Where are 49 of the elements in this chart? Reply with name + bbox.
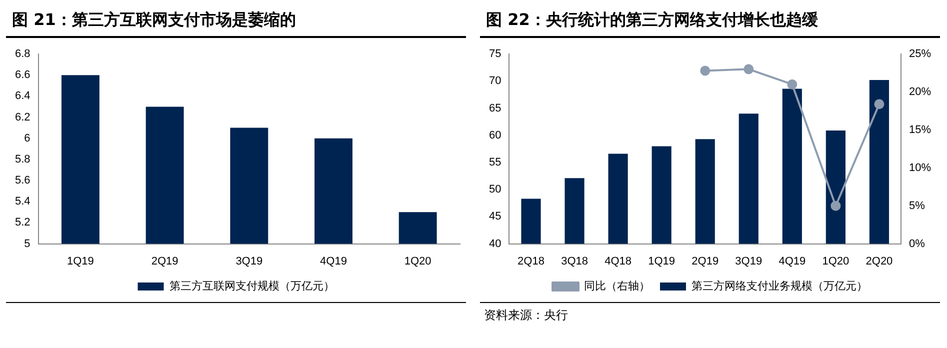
y2-tick-label: 0% xyxy=(908,238,926,250)
y-tick-label: 5 xyxy=(24,238,30,250)
point xyxy=(744,64,754,74)
chart-title: 图 22：央行统计的第三方网络支付增长也趋缓 xyxy=(480,4,940,38)
legend-label: 同比（右轴） xyxy=(584,280,650,293)
x-tick-label: 1Q20 xyxy=(404,255,432,268)
y2-tick-label: 5% xyxy=(908,200,926,212)
x-tick-label: 3Q18 xyxy=(561,255,588,268)
x-tick-label: 1Q19 xyxy=(67,255,94,268)
y-tick-label: 40 xyxy=(488,238,502,250)
y-tick-label: 50 xyxy=(488,184,502,196)
y-tick-label: 45 xyxy=(488,210,502,223)
y2-tick-label: 20% xyxy=(908,86,932,98)
x-tick-label: 2Q20 xyxy=(866,255,893,268)
legend-label: 第三方互联网支付规模（万亿元） xyxy=(169,280,334,293)
y2-tick-label: 25% xyxy=(908,48,932,60)
y-tick-label: 5.2 xyxy=(14,216,30,229)
y-tick-label: 70 xyxy=(488,75,502,88)
legend-label: 第三方网络支付业务规模（万亿元） xyxy=(692,280,868,293)
x-tick-label: 4Q18 xyxy=(604,255,632,268)
y-tick-label: 55 xyxy=(488,156,502,168)
x-tick-label: 1Q20 xyxy=(822,255,850,268)
x-tick-label: 3Q19 xyxy=(735,255,762,268)
x-tick-label: 2Q19 xyxy=(692,255,719,268)
x-tick-label: 3Q19 xyxy=(236,255,263,268)
y-tick-label: 5.8 xyxy=(14,153,30,166)
x-tick-label: 2Q19 xyxy=(151,255,178,268)
y-tick-label: 75 xyxy=(488,48,502,60)
x-tick-label: 2Q18 xyxy=(518,255,544,268)
y-tick-label: 65 xyxy=(488,102,502,114)
point xyxy=(787,79,798,90)
y2-tick-label: 15% xyxy=(908,124,932,136)
y-tick-label: 60 xyxy=(488,129,502,142)
point xyxy=(700,66,710,76)
y-tick-label: 6.4 xyxy=(14,90,30,102)
x-tick-label: 4Q19 xyxy=(778,255,806,268)
y-tick-label: 6.2 xyxy=(14,111,30,124)
x-tick-label: 1Q19 xyxy=(648,255,676,268)
chart-title: 图 21：第三方互联网支付市场是萎缩的 xyxy=(6,4,466,38)
y-tick-label: 5.4 xyxy=(14,196,30,208)
text: 资料来源：央行 xyxy=(480,302,940,327)
y-tick-label: 6 xyxy=(24,132,30,144)
y-tick-label: 5.6 xyxy=(14,174,30,187)
point xyxy=(874,99,884,110)
y-tick-label: 6.8 xyxy=(14,48,30,60)
y2-tick-label: 10% xyxy=(908,162,932,174)
x-tick-label: 4Q19 xyxy=(320,255,347,268)
y-tick-label: 6.6 xyxy=(14,69,30,82)
point xyxy=(830,200,841,211)
